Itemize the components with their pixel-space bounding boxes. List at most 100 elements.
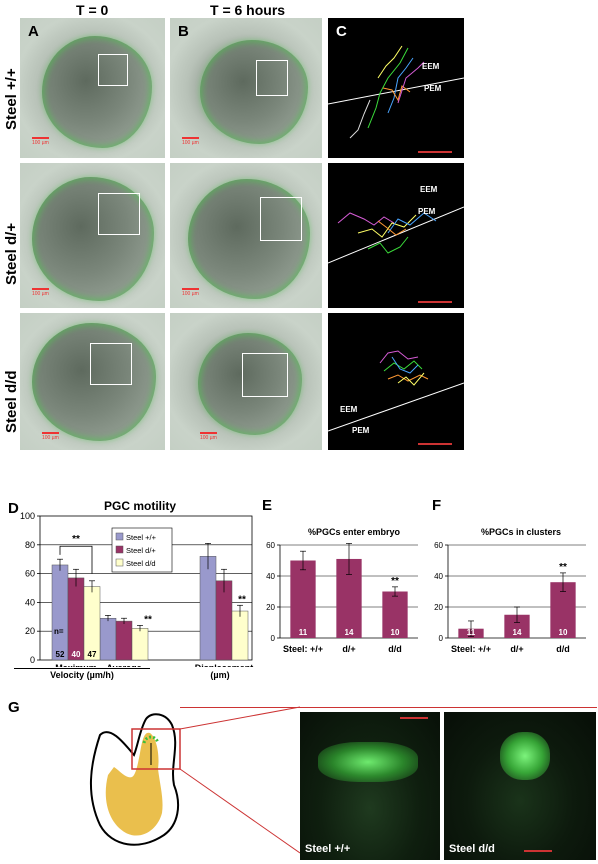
significance-marker: ** [238,594,246,605]
roi-box [98,193,140,235]
legend-swatch [115,545,124,554]
y-tick-label: 0 [30,655,35,665]
scale-bar: 100 µm [32,288,49,297]
panel-label-F: F [432,497,442,514]
significance-marker: ** [559,562,567,573]
category-label: d/+ [510,644,523,654]
scale-bar: 100 µm [182,137,199,146]
y-tick-label: 40 [434,572,443,581]
row-label-wt: Steel +/+ [3,68,20,130]
roi-box [90,343,132,385]
micrograph-B-wt: 100 µm B [170,18,322,158]
zoom-connector [180,707,597,708]
micrograph-B-dd: 100 µm [170,313,322,450]
significance-marker: ** [144,615,152,626]
label-eem: EEM [340,405,358,414]
confocal-label-dd: Steel d/d [449,843,495,855]
group-label: Maximum [55,663,97,667]
panel-label-B: B [178,23,189,40]
n-count: 10 [559,628,568,637]
legend-label: Steel d/d [126,559,156,568]
chart-pgc-motility: PGC motility 0 20 40 60 80 100 n= 52 40 47 ** ** ** S… [20,499,253,667]
category-label: d/d [556,644,570,654]
n-count: 14 [345,628,354,637]
bar [99,617,117,661]
roi-box [242,353,288,397]
scale-line [418,301,452,303]
panel-label-E: E [262,497,273,514]
bar [51,564,69,661]
confocal-dd: Steel d/d [444,712,596,860]
scale-bar: 100 µm [182,288,199,297]
n-count: 10 [391,628,400,637]
legend-swatch [115,532,124,541]
n-label: n= [54,627,64,636]
chart-pgcs-in-clusters: %PGCs in clusters 0 20 40 60 11 Steel: +/+ 14 d… [434,527,586,654]
label-pem: PEM [352,426,370,435]
legend-label: Steel +/+ [126,533,157,542]
legend-label: Steel d/+ [126,546,156,555]
confocal-wt: Steel +/+ [300,712,440,860]
tracking-plot-het: EEM PEM [328,163,464,308]
y-tick-label: 60 [434,541,443,550]
n-count: 47 [88,650,97,659]
n-count: 14 [513,628,522,637]
y-tick-label: 20 [25,626,35,636]
roi-box [256,60,288,96]
n-count: 40 [72,650,81,659]
scale-bar: 100 µm [200,432,217,441]
scale-line [524,850,552,852]
y-tick-label: 80 [25,540,35,550]
micrograph-B-het: 100 µm [170,163,322,308]
y-tick-label: 60 [25,569,35,579]
y-tick-label: 20 [266,603,275,612]
chart-pgcs-enter-embryo: %PGCs enter embryo 0 20 40 60 11 Steel: +/+ 14… [266,527,418,654]
bar [231,610,249,661]
embryo-schematic [90,706,300,854]
micrograph-A-wt: 100 µm A [20,18,165,158]
bar [215,580,233,661]
category-label: Steel: +/+ [283,644,323,654]
bar [115,620,133,661]
bar [67,577,85,661]
y-tick-label: 0 [439,634,444,643]
bar [199,556,217,661]
label-eem: EEM [422,62,440,71]
panel-label-C: C [336,23,347,40]
roi-box [98,54,128,86]
n-count: 52 [56,650,65,659]
y-tick-label: 20 [434,603,443,612]
scale-bar: 100 µm [32,137,49,146]
category-label: d/+ [342,644,355,654]
y-tick-label: 40 [266,572,275,581]
group-label: Average [106,663,141,667]
y-tick-label: 100 [20,511,35,521]
zoom-box [131,728,181,770]
panel-label-A: A [28,23,39,40]
panel-label-D: D [8,500,19,517]
row-label-dd: Steel d/d [3,370,20,433]
row-label-het: Steel d/+ [3,222,20,285]
panel-label-G: G [8,699,20,716]
y-tick-label: 60 [266,541,275,550]
tracking-plot-dd: EEM PEM [328,313,464,450]
y-tick-label: 40 [25,597,35,607]
chart-title: PGC motility [104,499,176,513]
header-t6: T = 6 hours [210,2,286,18]
scale-bar: 100 µm [42,432,59,441]
legend-swatch [115,558,124,567]
significance-marker: ** [72,534,80,545]
bar [290,560,316,638]
confocal-label-wt: Steel +/+ [305,843,351,855]
velocity-label: Velocity (µm/h) [14,668,150,680]
chart-title: %PGCs enter embryo [308,527,401,537]
bar [382,591,408,638]
category-label: Steel: +/+ [451,644,491,654]
roi-box [260,197,302,241]
label-pem: PEM [418,207,436,216]
label-eem: EEM [420,185,438,194]
tracking-plot-wt: EEM PEM C [328,18,464,158]
category-label: d/d [388,644,402,654]
header-t0: T = 0 [76,2,109,18]
scale-line [418,151,452,153]
